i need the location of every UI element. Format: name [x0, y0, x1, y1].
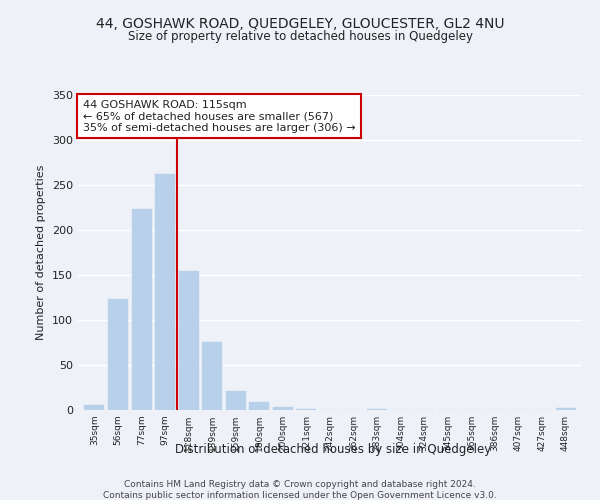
- Bar: [85, 404, 104, 410]
- Text: Contains public sector information licensed under the Open Government Licence v3: Contains public sector information licen…: [103, 491, 497, 500]
- Text: 44, GOSHAWK ROAD, QUEDGELEY, GLOUCESTER, GL2 4NU: 44, GOSHAWK ROAD, QUEDGELEY, GLOUCESTER,…: [96, 18, 504, 32]
- Bar: [155, 174, 175, 410]
- Bar: [202, 342, 222, 410]
- Text: Contains HM Land Registry data © Crown copyright and database right 2024.: Contains HM Land Registry data © Crown c…: [124, 480, 476, 489]
- Bar: [556, 408, 575, 410]
- Y-axis label: Number of detached properties: Number of detached properties: [37, 165, 46, 340]
- Bar: [131, 210, 152, 410]
- Text: Distribution of detached houses by size in Quedgeley: Distribution of detached houses by size …: [175, 442, 491, 456]
- Text: Size of property relative to detached houses in Quedgeley: Size of property relative to detached ho…: [128, 30, 473, 43]
- Bar: [250, 402, 269, 410]
- Bar: [226, 391, 246, 410]
- Bar: [273, 408, 293, 410]
- Bar: [367, 409, 387, 410]
- Bar: [296, 409, 316, 410]
- Text: 44 GOSHAWK ROAD: 115sqm
← 65% of detached houses are smaller (567)
35% of semi-d: 44 GOSHAWK ROAD: 115sqm ← 65% of detache…: [83, 100, 356, 133]
- Bar: [108, 300, 128, 410]
- Bar: [179, 270, 199, 410]
